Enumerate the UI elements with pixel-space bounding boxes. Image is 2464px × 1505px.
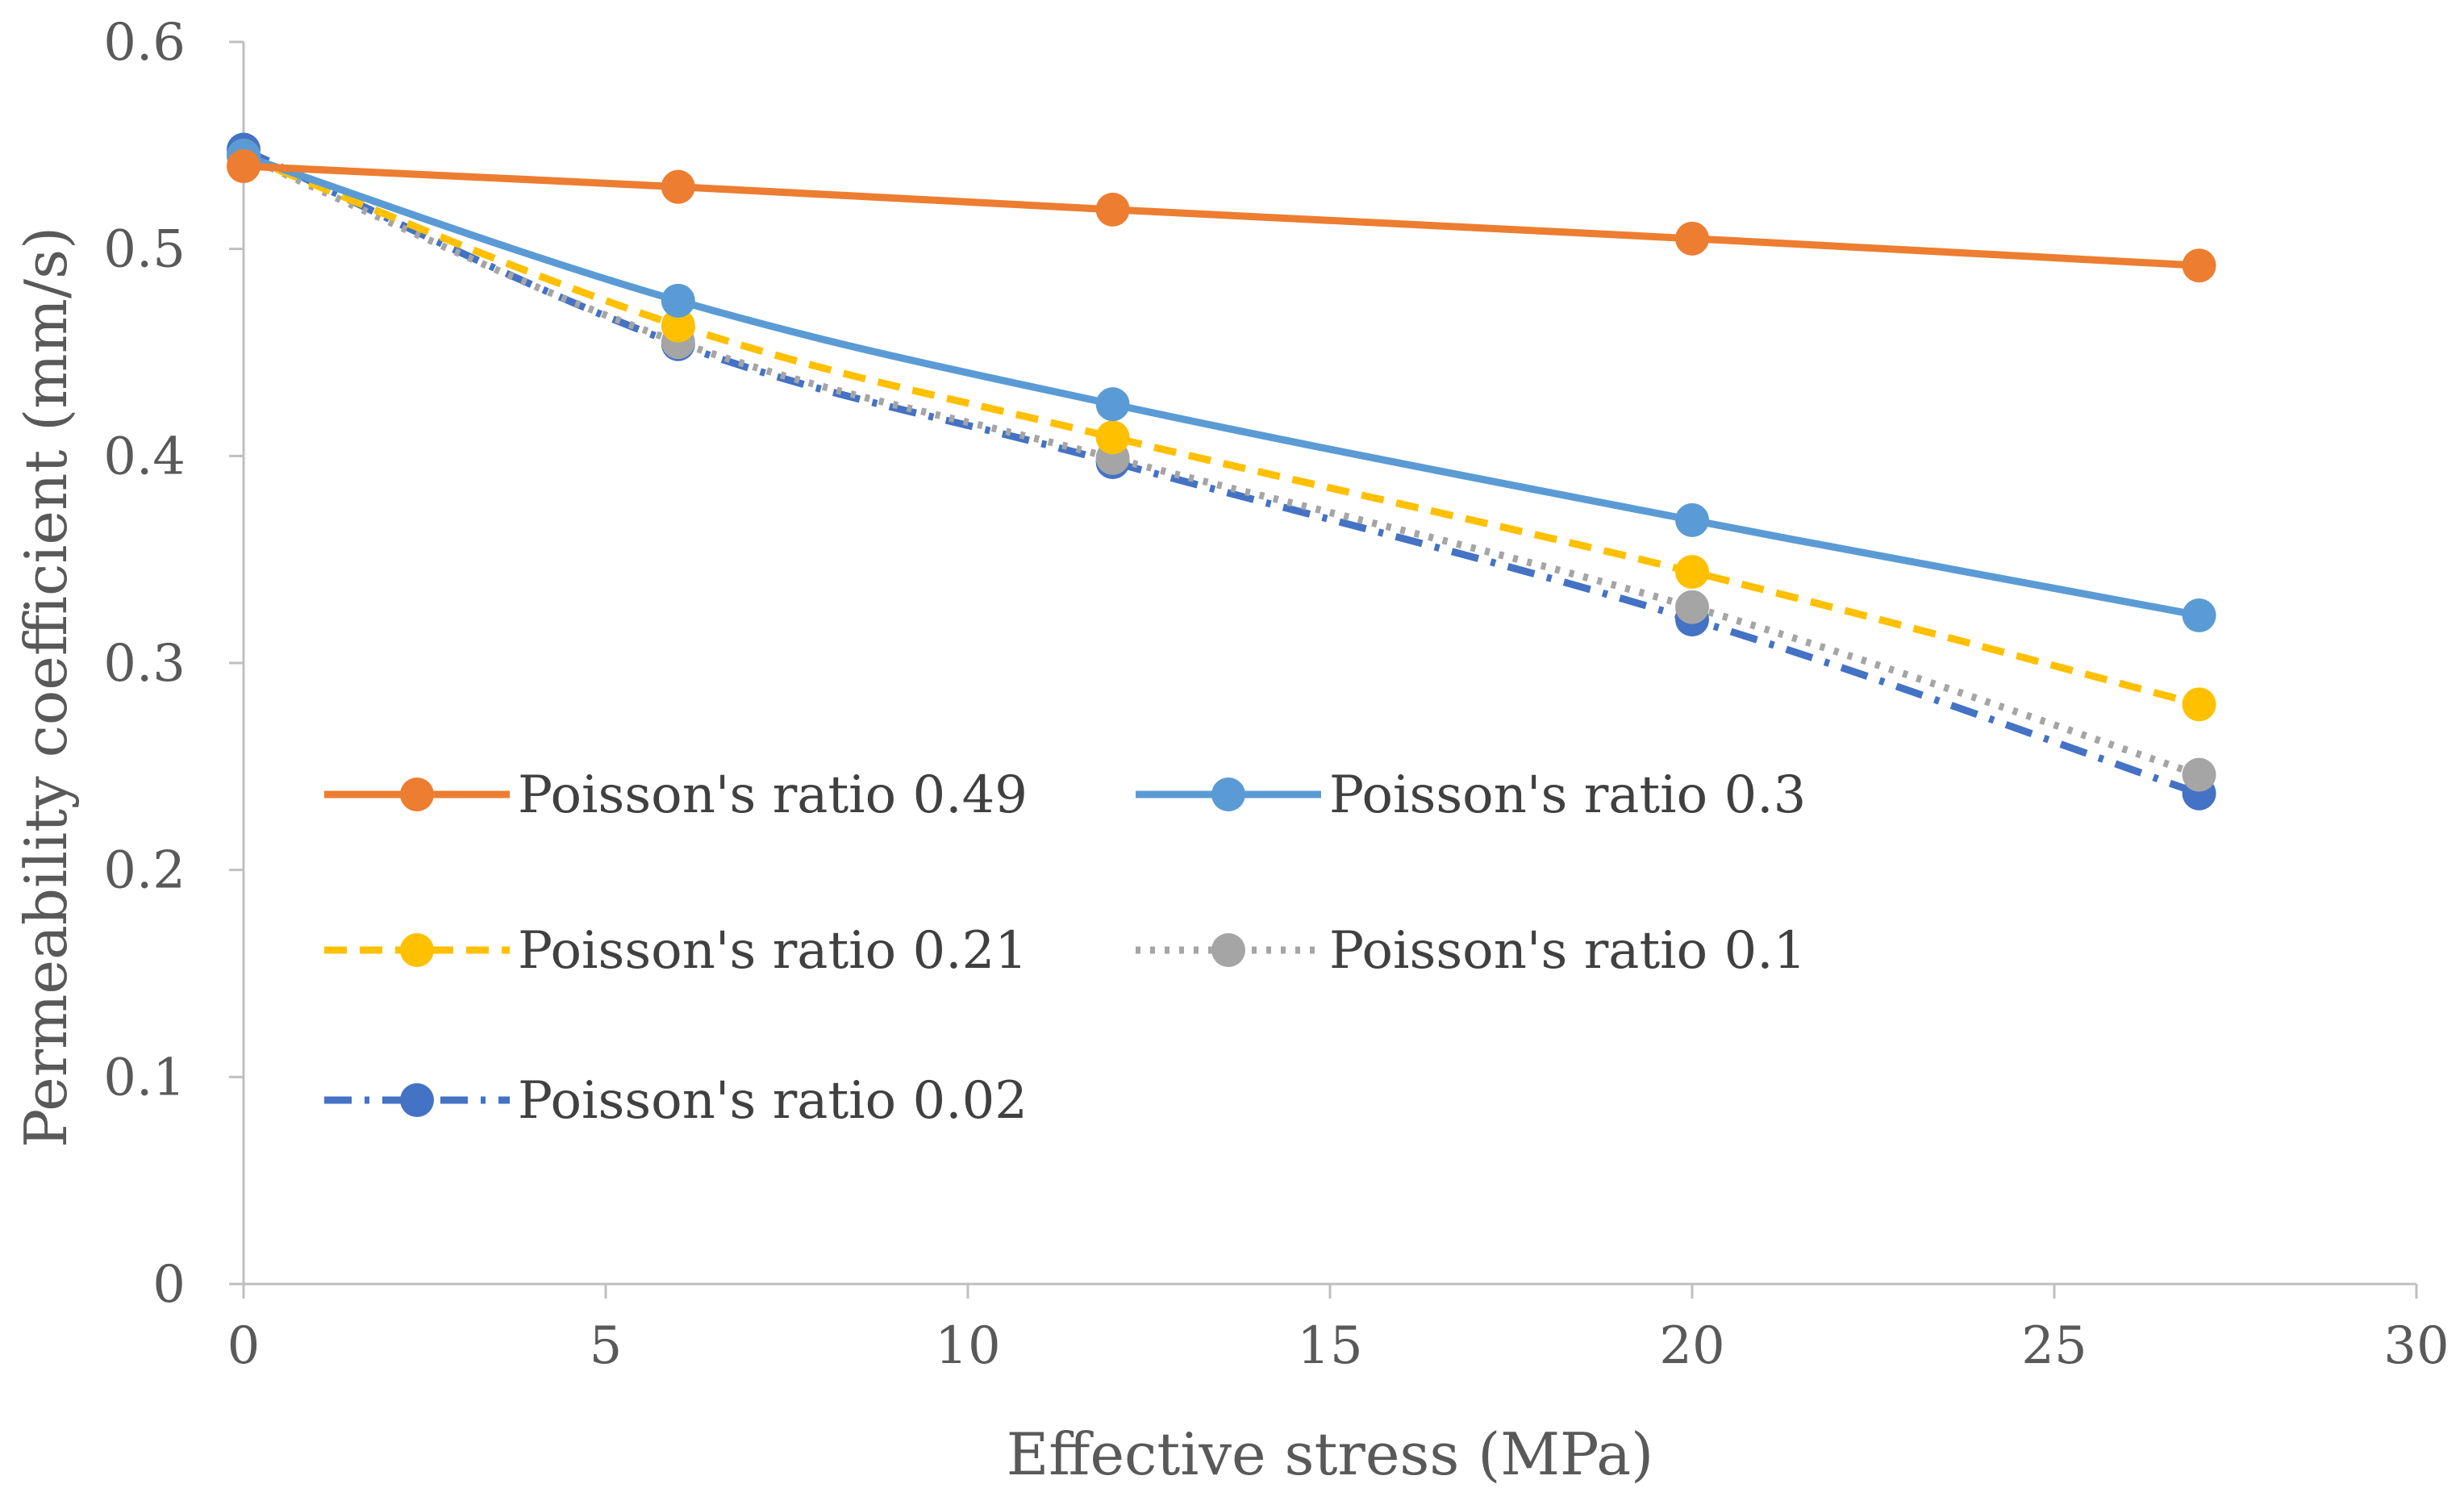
series-group xyxy=(227,132,2216,811)
data-point xyxy=(1675,555,1709,590)
series-line xyxy=(243,162,2199,269)
data-point xyxy=(661,169,695,204)
data-point xyxy=(661,283,695,318)
x-tick-label: 0 xyxy=(227,1316,261,1376)
x-tick-label: 30 xyxy=(2383,1316,2449,1376)
legend-item: Poisson's ratio 0.3 xyxy=(1136,765,1806,825)
series-line xyxy=(242,152,2200,619)
data-point xyxy=(2182,757,2216,792)
legend-swatch-marker xyxy=(400,778,434,811)
y-tick-label: 0.4 xyxy=(103,427,186,486)
data-point xyxy=(2182,687,2216,722)
legend-swatch-marker xyxy=(1211,778,1245,811)
series-1 xyxy=(227,149,2216,283)
y-tick-label: 0.2 xyxy=(103,841,186,901)
legend-item: Poisson's ratio 0.49 xyxy=(324,765,1028,825)
legend-label: Poisson's ratio 0.1 xyxy=(1329,921,1806,981)
data-point xyxy=(661,308,695,343)
x-tick-label: 20 xyxy=(1659,1316,1724,1376)
legend: Poisson's ratio 0.49 Poisson's ratio 0.3 P… xyxy=(324,765,1806,1131)
x-tick-label: 5 xyxy=(590,1316,623,1376)
x-tick-label: 10 xyxy=(935,1316,1000,1376)
y-tick-label: 0.5 xyxy=(103,220,186,280)
legend-label: Poisson's ratio 0.49 xyxy=(518,765,1028,825)
x-tick-label: 15 xyxy=(1297,1316,1362,1376)
legend-item: Poisson's ratio 0.21 xyxy=(324,921,1028,981)
data-point xyxy=(1675,502,1709,537)
legend-label: Poisson's ratio 0.21 xyxy=(518,921,1028,981)
x-axis-title: Effective stress (MPa) xyxy=(1007,1420,1654,1488)
legend-swatch-marker xyxy=(1211,933,1245,967)
data-point xyxy=(1095,192,1130,227)
series-line xyxy=(242,152,2200,708)
data-point xyxy=(1095,387,1130,422)
series-3 xyxy=(227,139,2216,722)
data-point xyxy=(2182,248,2216,283)
data-point xyxy=(2182,598,2216,632)
series-2 xyxy=(227,139,2216,632)
legend-label: Poisson's ratio 0.02 xyxy=(518,1071,1028,1131)
legend-label: Poisson's ratio 0.3 xyxy=(1329,765,1806,825)
data-point xyxy=(227,149,261,183)
legend-item: Poisson's ratio 0.1 xyxy=(1136,921,1806,981)
axes: 0 5 10 15 20 25 30 0 0.1 0.2 0.3 0.4 0.5 0.6 xyxy=(103,13,2449,1376)
data-point xyxy=(1095,420,1130,455)
legend-swatch-marker xyxy=(400,1083,434,1117)
y-tick-label: 0 xyxy=(152,1255,186,1315)
data-point xyxy=(1675,221,1709,256)
y-axis-title: Permeability coefficient (mm/s) xyxy=(12,227,80,1148)
x-tick-label: 25 xyxy=(2021,1316,2087,1376)
y-tick-label: 0.6 xyxy=(103,13,186,73)
series-line xyxy=(242,146,2201,797)
data-point xyxy=(1675,590,1709,624)
series-5 xyxy=(227,132,2216,811)
legend-swatch-marker xyxy=(400,933,434,967)
y-tick-label: 0.1 xyxy=(103,1048,186,1107)
legend-item: Poisson's ratio 0.02 xyxy=(324,1071,1028,1131)
y-axis-ticks: 0 0.1 0.2 0.3 0.4 0.5 0.6 xyxy=(103,13,244,1315)
x-axis-ticks: 0 5 10 15 20 25 30 xyxy=(227,1284,2449,1376)
y-tick-label: 0.3 xyxy=(103,634,186,694)
